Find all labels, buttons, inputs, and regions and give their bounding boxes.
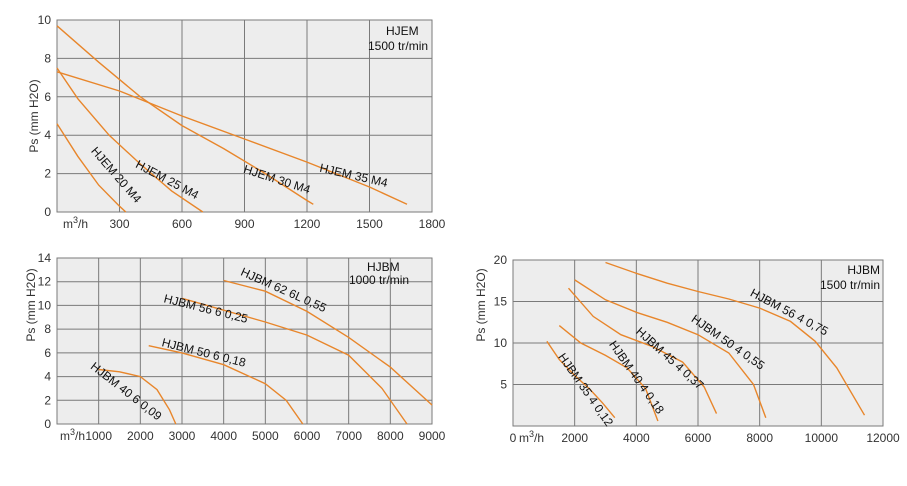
model-annotation: HJEM <box>386 24 419 38</box>
model-annotation: HJBM <box>847 263 880 277</box>
y-tick-label: 8 <box>44 51 51 65</box>
series-line <box>558 325 659 422</box>
speed-annotation: 1000 tr/min <box>349 273 409 287</box>
series-line <box>546 340 616 419</box>
series-line <box>181 297 408 425</box>
y-tick-label: 0 <box>44 417 51 431</box>
speed-annotation: 1500 tr/min <box>368 39 428 53</box>
x-tick-label: 600 <box>172 217 192 231</box>
y-tick-label: 6 <box>44 90 51 104</box>
model-annotation: HJBM <box>367 260 400 274</box>
y-tick-label: 2 <box>44 167 51 181</box>
series-line <box>148 345 304 425</box>
series-line <box>56 67 204 213</box>
chart-1: 0 2 4 6 8 10 300 600 900 1200 1500 1800 m3/h Ps (mm H… <box>27 13 446 231</box>
chart-3: 5 10 15 20 0 2000 4000 6000 8000 10000 12000 m3/h Ps… <box>474 253 900 445</box>
y-tick-label: 10 <box>38 298 52 312</box>
y-tick-label: 2 <box>44 393 51 407</box>
y-tick-label: 4 <box>44 370 51 384</box>
x-tick-label: 2000 <box>561 431 588 445</box>
series-line <box>56 25 314 205</box>
x-tick-label: 4000 <box>210 429 237 443</box>
series-line <box>605 261 866 416</box>
y-tick-label: 14 <box>38 251 52 265</box>
y-tick-label: 0 <box>44 205 51 219</box>
x-tick-label: 6000 <box>685 431 712 445</box>
x-tick-label: 1800 <box>419 217 446 231</box>
x-tick-label: 900 <box>234 217 254 231</box>
x-unit-label: m3/h <box>60 427 85 443</box>
y-tick-label: 8 <box>44 322 51 336</box>
y-tick-label: 4 <box>44 128 51 142</box>
x-tick-label: 8000 <box>746 431 773 445</box>
speed-annotation: 1500 tr/min <box>820 278 880 292</box>
y-tick-label: 12 <box>38 275 52 289</box>
y-tick-label: 20 <box>494 253 508 267</box>
y-axis-label: Ps (mm H2O) <box>474 268 488 341</box>
x-tick-label: 12000 <box>866 431 900 445</box>
series-line <box>223 279 433 406</box>
x-tick-label: 3000 <box>169 429 196 443</box>
y-axis-label: Ps (mm H2O) <box>24 268 38 341</box>
x-tick-label: 1200 <box>294 217 321 231</box>
x-tick-label: 8000 <box>377 429 404 443</box>
x-tick-label: 6000 <box>294 429 321 443</box>
x-tick-label: 7000 <box>335 429 362 443</box>
x-tick-label: 1500 <box>356 217 383 231</box>
y-tick-label: 15 <box>494 295 508 309</box>
y-tick-label: 6 <box>44 346 51 360</box>
series-line <box>574 279 767 418</box>
series-line <box>56 123 127 213</box>
series-line <box>98 368 177 425</box>
x-tick-label: 9000 <box>419 429 446 443</box>
x-tick-label: 300 <box>109 217 129 231</box>
x-tick-label: 2000 <box>127 429 154 443</box>
x-unit-label: m3/h <box>519 429 544 445</box>
series-line <box>567 287 718 414</box>
y-axis-label: Ps (mm H2O) <box>27 79 41 152</box>
x-tick-label: 10000 <box>805 431 839 445</box>
x-tick-label: 4000 <box>623 431 650 445</box>
x-tick-label: 0 <box>510 431 517 445</box>
y-tick-label: 5 <box>500 378 507 392</box>
y-tick-label: 10 <box>38 13 52 27</box>
chart-2: 0 2 4 6 8 10 12 14 1000 2000 3000 4000 5000 6000 7000 8… <box>24 251 446 443</box>
x-tick-label: 1000 <box>85 429 112 443</box>
series-line <box>56 71 408 205</box>
y-tick-label: 10 <box>494 336 508 350</box>
x-tick-label: 5000 <box>252 429 279 443</box>
x-unit-label: m3/h <box>63 215 88 231</box>
